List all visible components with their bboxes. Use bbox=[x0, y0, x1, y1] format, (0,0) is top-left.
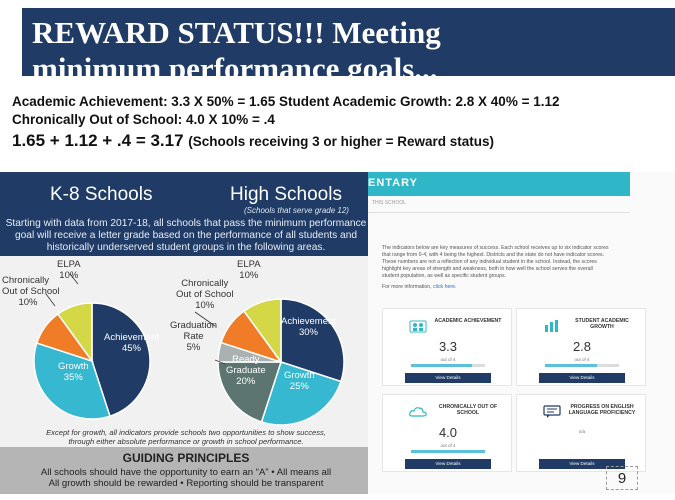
card-score: 3.3 bbox=[438, 339, 458, 354]
guiding-principles: GUIDING PRINCIPLES All schools should ha… bbox=[0, 447, 372, 494]
pie-charts bbox=[33, 273, 345, 426]
leader-line-1 bbox=[45, 293, 56, 307]
dashboard-desc-line-5: student population, as well as specific … bbox=[382, 273, 506, 279]
indicator-card-achievement: ACADEMIC ACHIEVEMENT 3.3 out of 4 View D… bbox=[382, 308, 512, 386]
k8-pie-slice-growth bbox=[33, 342, 111, 420]
intro-line-1: Starting with data from 2017-18, all sch… bbox=[5, 218, 367, 229]
view-details-button[interactable]: View Details bbox=[405, 373, 491, 383]
footnote-line-2: through either absolute performance or g… bbox=[68, 437, 304, 446]
slide-title-line-2: minimum performance goals... bbox=[32, 51, 438, 77]
divider bbox=[368, 212, 630, 213]
school-dashboard-screenshot: ENTARY THIS SCHOOL The indicators below … bbox=[368, 172, 675, 494]
hs-label-achievement: Achievement 30% bbox=[281, 316, 336, 338]
hs-label-graduation-rate: Graduation Rate 5% bbox=[170, 320, 218, 353]
formula-note: (Schools receiving 3 or higher = Reward … bbox=[188, 134, 495, 149]
hs-label-chronic: Chronically Out of School 10% bbox=[176, 278, 234, 311]
more-info-link[interactable]: click here. bbox=[433, 284, 457, 290]
k8-label-achievement: Achievement 45% bbox=[104, 332, 159, 354]
card-score: 2.8 bbox=[572, 339, 592, 354]
k8-label-elpa: ELPA 10% bbox=[57, 259, 81, 281]
k8-pie-slice-elpa bbox=[56, 302, 93, 364]
dashboard-header: ENTARY bbox=[368, 172, 630, 196]
formula-line-3: 1.65 + 1.12 + .4 = 3.17 (Schools receivi… bbox=[12, 131, 494, 151]
card-progress-bar bbox=[545, 364, 619, 367]
guiding-principles-title: GUIDING PRINCIPLES bbox=[122, 451, 250, 465]
formula-line-2: Chronically Out of School: 4.0 X 10% = .… bbox=[12, 112, 275, 127]
hs-pie-slice-ready-graduate bbox=[217, 361, 283, 423]
people-icon bbox=[409, 320, 427, 333]
footnote-line-1: Except for growth, all indicators provid… bbox=[46, 428, 326, 437]
more-info: For more information, click here. bbox=[382, 284, 457, 290]
formula-line-1: Academic Achievement: 3.3 X 50% = 1.65 S… bbox=[12, 94, 560, 109]
k8-label-chronic: Chronically Out of School 10% bbox=[2, 275, 60, 308]
k8-title: K-8 Schools bbox=[50, 184, 153, 205]
view-details-button[interactable]: View Details bbox=[539, 459, 625, 469]
cloud-icon bbox=[409, 407, 427, 417]
guiding-principles-line-1: All schools should have the opportunity … bbox=[40, 467, 332, 478]
intro-line-3: historically underserved student groups … bbox=[46, 242, 326, 253]
card-title: ACADEMIC ACHIEVEMENT bbox=[434, 318, 502, 324]
card-title: CHRONICALLY OUT OF SCHOOL bbox=[438, 404, 498, 416]
leader-line-3 bbox=[214, 359, 226, 365]
hs-label-growth: Growth 25% bbox=[284, 370, 315, 392]
dashboard-desc-line-1: The indicators below are key measures of… bbox=[382, 245, 609, 251]
indicator-card-growth: STUDENT ACADEMIC GROWTH 2.8 out of 4 Vie… bbox=[516, 308, 646, 386]
hs-pie-chart bbox=[217, 298, 345, 426]
hs-label-ready-graduate: Ready Graduate 20% bbox=[226, 354, 266, 387]
dashboard-desc-line-4: highlight key areas of strength and weak… bbox=[382, 266, 593, 272]
dashboard-subheader: THIS SCHOOL bbox=[372, 200, 406, 206]
card-out-of: out of 4 bbox=[440, 357, 456, 362]
indicator-card-chronic: CHRONICALLY OUT OF SCHOOL 4.0 out of 4 V… bbox=[382, 394, 512, 472]
infographic-header bbox=[0, 172, 372, 256]
dashboard-header-text: ENTARY bbox=[368, 177, 418, 189]
school-grading-infographic: K-8 Schools High Schools (Schools that s… bbox=[0, 172, 372, 494]
card-title: STUDENT ACADEMIC GROWTH bbox=[575, 318, 629, 330]
chat-icon bbox=[543, 405, 561, 418]
card-out-of: out of 4 bbox=[574, 357, 590, 362]
view-details-button[interactable]: View Details bbox=[405, 459, 491, 469]
growth-chart-icon bbox=[545, 320, 558, 332]
hs-pie-slice-elpa bbox=[242, 298, 282, 365]
label-leader-lines bbox=[45, 273, 226, 365]
leader-line-2 bbox=[194, 311, 216, 327]
indicator-card-elpa: PROGRESS ON ENGLISH LANGUAGE PROFICIENCY… bbox=[516, 394, 646, 472]
hs-pie-slice-achievement bbox=[280, 298, 345, 383]
hs-label-elpa: ELPA 10% bbox=[237, 259, 261, 281]
hs-pie-slice-growth bbox=[260, 361, 342, 426]
leader-line-0 bbox=[69, 273, 79, 285]
hs-title: High Schools bbox=[230, 184, 342, 205]
intro-line-2: goal will receive a letter grade based o… bbox=[14, 230, 358, 241]
title-banner: REWARD STATUS!!! Meeting minimum perform… bbox=[22, 8, 675, 76]
slide-title-line-1: REWARD STATUS!!! Meeting bbox=[32, 15, 441, 50]
k8-pie-slice-achievement bbox=[91, 302, 151, 418]
view-details-button[interactable]: View Details bbox=[539, 373, 625, 383]
guiding-principles-line-2: All growth should be rewarded • Reportin… bbox=[48, 478, 324, 489]
hs-subtitle: (Schools that serve grade 12) bbox=[244, 206, 349, 215]
dashboard-desc-line-3: These numbers are not a reflection of an… bbox=[382, 259, 597, 265]
k8-label-growth: Growth 35% bbox=[58, 361, 89, 383]
card-progress-bar bbox=[411, 450, 485, 453]
card-title: PROGRESS ON ENGLISH LANGUAGE PROFICIENCY bbox=[568, 404, 636, 416]
k8-pie-chart bbox=[33, 302, 151, 420]
dashboard-desc-line-2: that range from 0-4, with 4 being the hi… bbox=[382, 252, 605, 258]
page-number: 9 bbox=[606, 466, 638, 490]
card-score: 4.0 bbox=[438, 425, 458, 440]
card-out-of: n/a bbox=[578, 429, 586, 434]
card-out-of: out of 4 bbox=[440, 443, 456, 448]
card-progress-bar bbox=[411, 364, 485, 367]
formula-total: 1.65 + 1.12 + .4 = 3.17 bbox=[12, 131, 184, 150]
